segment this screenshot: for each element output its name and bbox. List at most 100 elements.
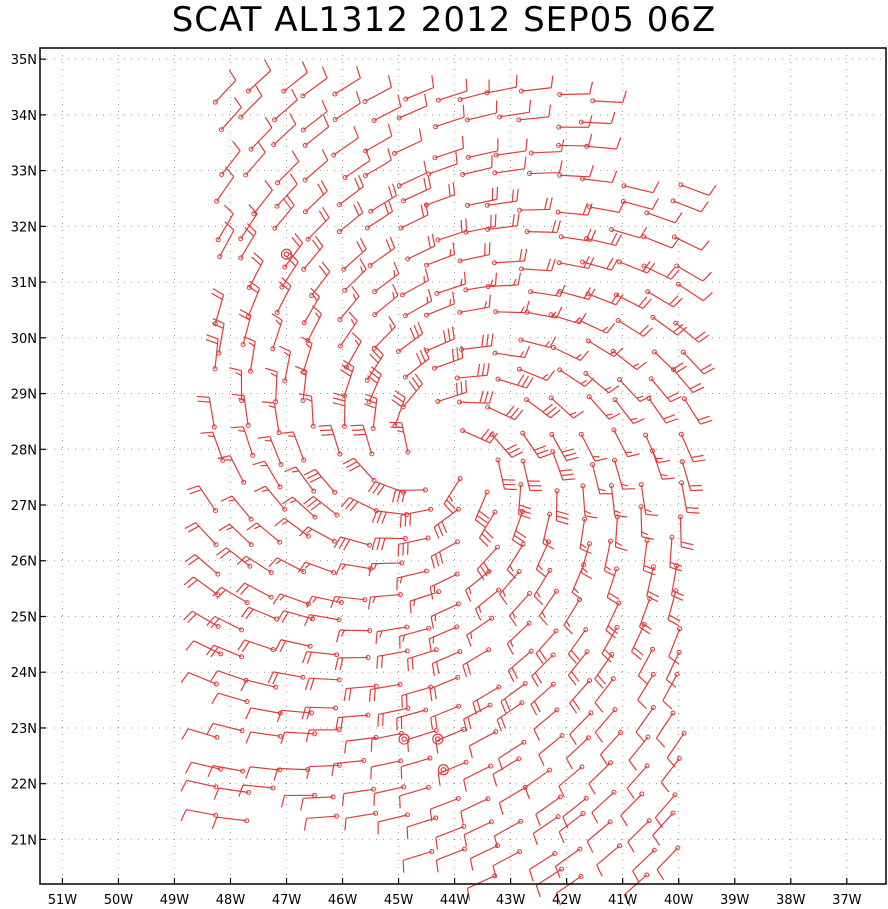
barb-feather (342, 457, 355, 465)
barb-feather (449, 249, 452, 257)
barb-shaft (558, 813, 584, 833)
barb-shaft (240, 95, 263, 118)
barb-feather (498, 802, 504, 815)
barb-shaft (253, 189, 273, 215)
barb-feather (550, 409, 561, 419)
barb-shaft (370, 195, 397, 212)
barb-feather (210, 646, 219, 658)
barb-shaft (606, 568, 618, 598)
barb-feather (369, 353, 379, 364)
barb-feather (608, 412, 621, 420)
barb-feather (383, 202, 390, 215)
barb-feather (700, 240, 710, 251)
barb-station (677, 626, 683, 632)
barb-shaft (377, 626, 407, 633)
barb-shaft (652, 316, 678, 336)
barb-shaft (269, 436, 282, 465)
barb-feather (188, 557, 199, 566)
barb-feather (535, 653, 544, 665)
barb-shaft (535, 541, 549, 570)
barb-feather (265, 367, 278, 373)
barb-feather (536, 449, 549, 455)
barb-feather (305, 397, 313, 402)
barb-shaft (250, 731, 281, 737)
barb-feather (418, 128, 423, 141)
barb-feather (339, 657, 344, 671)
barb-station (674, 671, 680, 677)
barb-feather (228, 69, 237, 81)
barb-shaft (309, 677, 340, 681)
barb-station (400, 404, 406, 410)
barb-feather (424, 93, 428, 107)
barb-shaft (368, 374, 382, 403)
barb-feather (292, 470, 299, 473)
barb-feather (413, 324, 420, 337)
barb-shaft (580, 434, 596, 462)
barb-feather (556, 510, 569, 516)
barb-shaft (498, 741, 525, 759)
barb-shaft (559, 174, 590, 178)
barb-feather (279, 595, 286, 601)
barb-feather (367, 596, 372, 610)
barb-feather (417, 321, 424, 334)
barb-feather (549, 336, 557, 348)
barb-feather (283, 351, 290, 357)
barb-feather (643, 564, 656, 571)
barb-feather (596, 864, 603, 877)
barb-shaft (249, 341, 256, 372)
barb-feather (506, 643, 514, 655)
barb-feather (306, 596, 313, 608)
barb-station (455, 506, 461, 512)
barb-shaft (405, 358, 430, 378)
barb-feather (627, 453, 640, 458)
barb-station (456, 703, 462, 709)
barb-feather (572, 699, 581, 711)
barb-feather (310, 287, 320, 298)
barb-feather (245, 707, 252, 720)
barb-feather (186, 485, 199, 491)
barb-feather (353, 126, 359, 139)
barb-feather (270, 372, 278, 378)
barb-station (617, 377, 623, 383)
barb-feather (598, 488, 606, 492)
barb-shaft (198, 485, 216, 511)
barb-feather (376, 484, 385, 496)
barb-feather (212, 586, 222, 597)
barb-feather (439, 551, 444, 564)
barb-shaft (295, 466, 315, 492)
barb-station (649, 646, 655, 652)
barb-feather (388, 315, 396, 328)
barb-feather (512, 611, 516, 619)
barb-feather (645, 513, 659, 517)
barb-shaft (670, 565, 678, 596)
barb-station (363, 172, 369, 178)
barb-feather (523, 248, 528, 262)
barb-station (362, 98, 368, 104)
barb-station (331, 152, 337, 158)
barb-station (650, 704, 656, 710)
barb-shaft (467, 112, 497, 121)
barb-shaft (396, 709, 426, 719)
barb-feather (533, 728, 540, 741)
barb-feather (272, 593, 281, 605)
barb-shaft (465, 225, 496, 233)
barb-feather (481, 334, 485, 348)
barb-station (585, 735, 591, 741)
barb-station (213, 681, 219, 687)
barb-feather (261, 401, 275, 404)
barb-shaft (535, 796, 561, 815)
barb-station (493, 729, 499, 735)
barb-feather (478, 605, 482, 613)
barb-shaft (426, 338, 455, 352)
y-tick-label: 24N (11, 666, 37, 681)
barb-feather (272, 672, 279, 685)
barb-shaft (276, 285, 292, 313)
barb-feather (611, 170, 618, 183)
barb-shaft (399, 105, 427, 119)
barb-feather (636, 361, 647, 371)
barb-shaft (637, 649, 653, 677)
barb-shaft (567, 651, 588, 676)
barb-station (680, 349, 686, 355)
barb-shaft (531, 150, 562, 154)
barb-feather (429, 587, 434, 600)
